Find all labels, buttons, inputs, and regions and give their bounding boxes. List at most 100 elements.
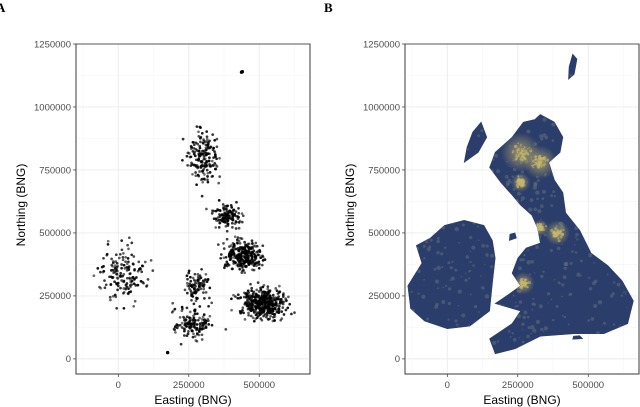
data-point bbox=[253, 263, 256, 266]
data-point bbox=[122, 306, 126, 310]
data-point bbox=[229, 203, 233, 207]
relief-texture bbox=[440, 252, 444, 256]
data-point bbox=[216, 243, 220, 246]
data-point bbox=[198, 326, 202, 330]
data-point bbox=[246, 244, 250, 248]
relief-texture bbox=[507, 330, 511, 333]
data-point bbox=[136, 283, 140, 287]
data-point bbox=[194, 299, 198, 303]
data-point bbox=[235, 238, 239, 242]
data-point bbox=[125, 265, 129, 269]
y-tick-label: 0 bbox=[395, 354, 400, 365]
data-point bbox=[117, 256, 121, 260]
data-point bbox=[185, 281, 189, 285]
data-point bbox=[194, 318, 198, 322]
data-point bbox=[124, 260, 127, 264]
data-point bbox=[251, 292, 255, 296]
highland-texture bbox=[538, 225, 541, 227]
data-point bbox=[202, 280, 206, 284]
data-point bbox=[130, 241, 134, 245]
relief-texture bbox=[532, 297, 535, 300]
data-point bbox=[121, 258, 125, 262]
highland-texture bbox=[562, 228, 565, 231]
data-point bbox=[203, 149, 206, 153]
panel-a-points bbox=[92, 70, 296, 355]
data-point bbox=[206, 171, 210, 175]
highland-texture bbox=[517, 157, 519, 159]
highland-texture bbox=[516, 151, 519, 154]
data-point bbox=[195, 297, 199, 300]
data-point bbox=[207, 159, 211, 163]
relief-texture bbox=[490, 265, 493, 269]
data-point bbox=[127, 265, 131, 268]
data-point bbox=[230, 210, 234, 214]
data-point bbox=[189, 279, 193, 283]
highland-texture bbox=[539, 161, 541, 164]
highland-texture bbox=[534, 158, 537, 161]
data-point bbox=[198, 316, 201, 320]
panel-b-border bbox=[404, 43, 640, 375]
data-point bbox=[281, 306, 285, 309]
data-point bbox=[284, 308, 288, 312]
data-point bbox=[199, 135, 203, 139]
relief-texture bbox=[567, 323, 570, 326]
highland-texture bbox=[533, 163, 536, 166]
data-point bbox=[173, 307, 177, 311]
highland-texture bbox=[523, 281, 525, 283]
relief-texture bbox=[484, 294, 490, 299]
relief-texture bbox=[562, 315, 564, 317]
relief-texture bbox=[625, 291, 627, 293]
relief-texture bbox=[535, 190, 540, 195]
data-point bbox=[172, 327, 176, 331]
data-point bbox=[266, 291, 270, 294]
data-point bbox=[210, 159, 214, 163]
data-point bbox=[218, 221, 222, 225]
highland-texture bbox=[518, 149, 521, 151]
highland-texture bbox=[515, 157, 518, 160]
data-point bbox=[273, 315, 277, 318]
data-point bbox=[222, 247, 226, 250]
data-point bbox=[192, 152, 196, 156]
data-point bbox=[278, 284, 281, 288]
data-point bbox=[208, 164, 212, 168]
data-point bbox=[244, 292, 248, 295]
x-tick-label: 250000 bbox=[502, 380, 534, 391]
panel-b-axes: 0 250000 500000 0 250000 500000 750000 1000000 1… bbox=[363, 39, 604, 391]
data-point bbox=[225, 213, 228, 217]
data-point bbox=[252, 319, 256, 323]
data-point bbox=[228, 252, 231, 255]
data-point bbox=[239, 310, 243, 314]
data-point bbox=[133, 268, 136, 272]
data-point bbox=[132, 304, 136, 308]
relief-texture bbox=[580, 259, 583, 263]
data-point bbox=[187, 330, 190, 333]
data-point bbox=[115, 261, 119, 265]
data-point bbox=[255, 288, 259, 292]
data-point bbox=[274, 287, 278, 290]
relief-texture bbox=[447, 261, 451, 265]
data-point bbox=[198, 330, 201, 334]
data-point bbox=[133, 278, 136, 281]
relief-texture bbox=[417, 292, 420, 295]
data-point bbox=[125, 276, 129, 280]
data-point bbox=[287, 295, 290, 299]
data-point bbox=[221, 203, 225, 206]
data-point bbox=[235, 256, 239, 259]
data-point bbox=[257, 306, 261, 309]
data-point bbox=[222, 256, 226, 260]
data-point bbox=[237, 207, 240, 210]
data-point bbox=[232, 208, 236, 212]
relief-texture bbox=[521, 258, 525, 262]
data-point bbox=[115, 265, 119, 269]
data-point bbox=[240, 212, 244, 215]
highland-texture bbox=[518, 179, 520, 181]
data-point bbox=[193, 154, 197, 158]
data-point bbox=[122, 263, 126, 267]
relief-texture bbox=[457, 304, 460, 307]
data-point bbox=[241, 266, 244, 270]
data-point bbox=[293, 311, 296, 314]
highland-texture bbox=[524, 149, 528, 153]
relief-texture bbox=[480, 129, 484, 133]
relief-texture bbox=[469, 260, 472, 264]
highland-texture bbox=[521, 154, 523, 157]
